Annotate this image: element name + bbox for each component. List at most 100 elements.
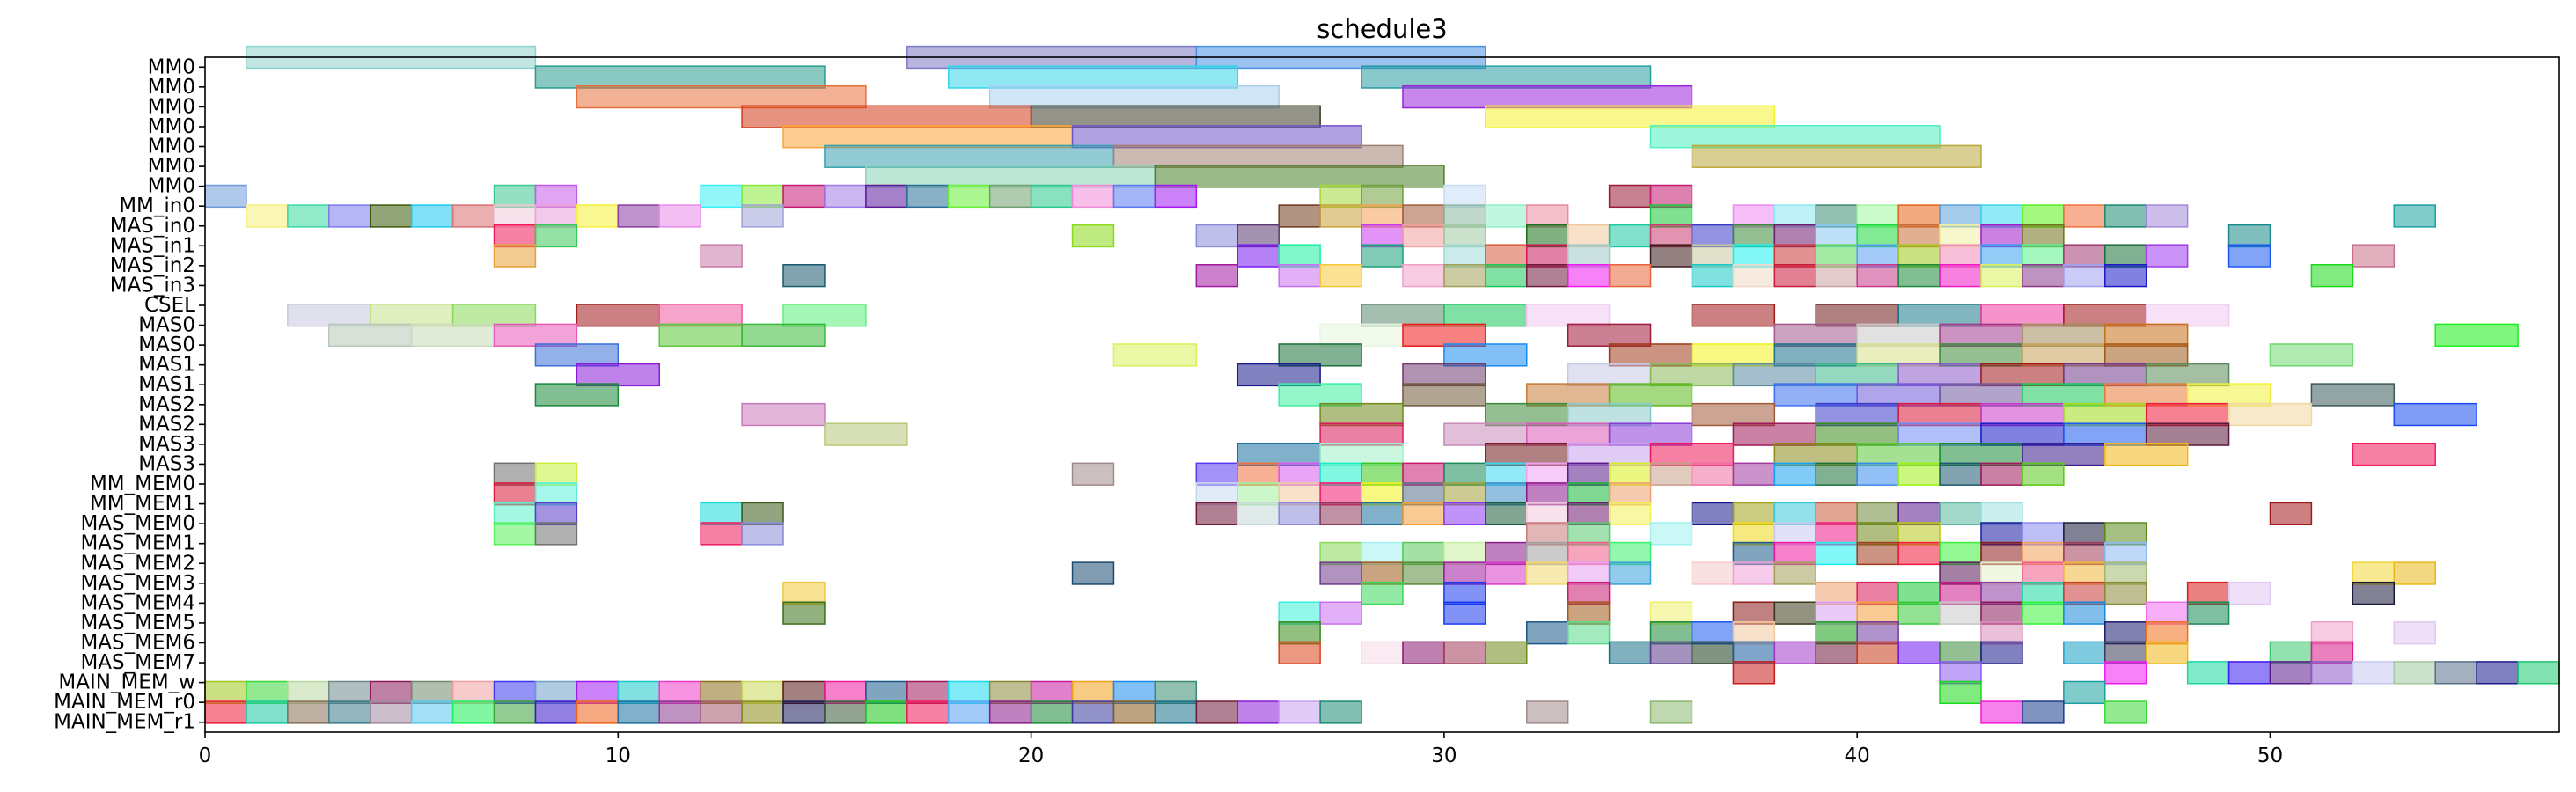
task-bar [782,304,867,327]
task-bar [534,522,578,546]
task-bar [1897,244,1941,268]
task-bar [1567,522,1611,546]
task-bar [1319,601,1362,625]
task-bar [1856,323,1941,347]
task-bar [1278,621,1321,645]
task-bar [493,700,537,724]
task-bar [2022,561,2065,585]
task-bar [1608,422,1693,446]
task-bar [1526,482,1569,506]
task-bar [1773,502,1817,526]
task-bar [1526,383,1611,407]
task-bar [988,184,1032,209]
task-bar [2104,263,2147,288]
task-bar [1361,641,1404,664]
task-bar [1567,482,1611,506]
task-bar [1361,502,1404,526]
task-bar [1939,680,1982,705]
task-bar [1980,304,2065,327]
task-bar [1402,84,1693,109]
task-bar [2022,383,2106,407]
task-bar [2063,363,2147,387]
task-bar [2022,541,2065,566]
task-bar [1361,561,1404,585]
task-bar [493,462,537,486]
task-bar [493,323,578,347]
task-bar [1649,621,1693,645]
task-bar [1195,502,1238,526]
task-bar [1526,561,1569,585]
task-bar [1526,462,1569,486]
task-bar [658,304,743,327]
task-bar [2022,522,2065,546]
task-bar [658,700,701,724]
task-bar [576,680,620,705]
task-bar [1526,204,1569,228]
task-bar [1939,323,2023,347]
task-bar [1071,125,1362,149]
task-bar [1567,402,1652,427]
task-bar [1691,462,1735,486]
task-bar [2104,700,2147,724]
plot-frame [204,56,2560,733]
task-bar [1278,244,1321,268]
task-bar [1773,522,1817,546]
task-bar [741,204,784,228]
task-bar [1030,680,1074,705]
task-bar [782,263,826,288]
task-bar [2145,363,2230,387]
task-bar [1939,561,1982,585]
task-bar [2022,343,2106,367]
task-bar [2104,641,2147,664]
task-bar [947,65,1238,89]
task-bar [2022,601,2065,625]
x-tick-label: 30 [1431,744,1457,767]
task-bar [1237,443,1321,466]
task-bar [1815,502,1858,526]
task-bar [824,422,908,446]
task-bar [1732,224,1776,248]
task-bar [1402,641,1445,664]
y-tick-label: MAS_in2 [110,254,195,277]
task-bar [1980,561,2023,585]
task-bar [2145,601,2189,625]
task-bar [1154,165,1445,188]
task-bar [2269,641,2313,664]
task-bar [534,343,620,367]
task-bar [1112,144,1404,168]
task-bar [741,105,1032,128]
task-bar [741,680,784,705]
task-bar [1732,601,1776,625]
task-bar [1443,462,1486,486]
task-bar [1649,244,1693,268]
task-bar [1732,462,1776,486]
task-bar [2310,263,2354,288]
task-bar [1608,641,1652,664]
task-bar [1773,204,1817,228]
y-tick-label: MM0 [148,115,195,138]
task-bar [1815,204,1858,228]
task-bar [2022,443,2106,466]
task-bar [1443,641,1486,664]
task-bar [534,700,578,724]
task-bar [1773,601,1817,625]
task-bar [328,680,371,705]
task-bar [741,323,826,347]
task-bar [1526,502,1569,526]
task-bar [1939,343,2023,367]
task-bar [1319,184,1362,209]
y-tick-label: MAS2 [138,413,195,436]
task-bar [1773,383,1858,407]
task-bar [1485,402,1569,427]
y-tick-label: MM0 [148,175,195,198]
task-bar [1980,522,2023,546]
task-bar [1319,323,1404,347]
task-bar [1485,462,1528,486]
task-bar [1361,244,1404,268]
y-tick-label: MAS_MEM4 [80,591,195,614]
task-bar [1691,244,1735,268]
task-bar [2352,443,2436,466]
task-bar [1732,541,1776,566]
task-bar [1485,482,1528,506]
task-bar [2063,304,2147,327]
